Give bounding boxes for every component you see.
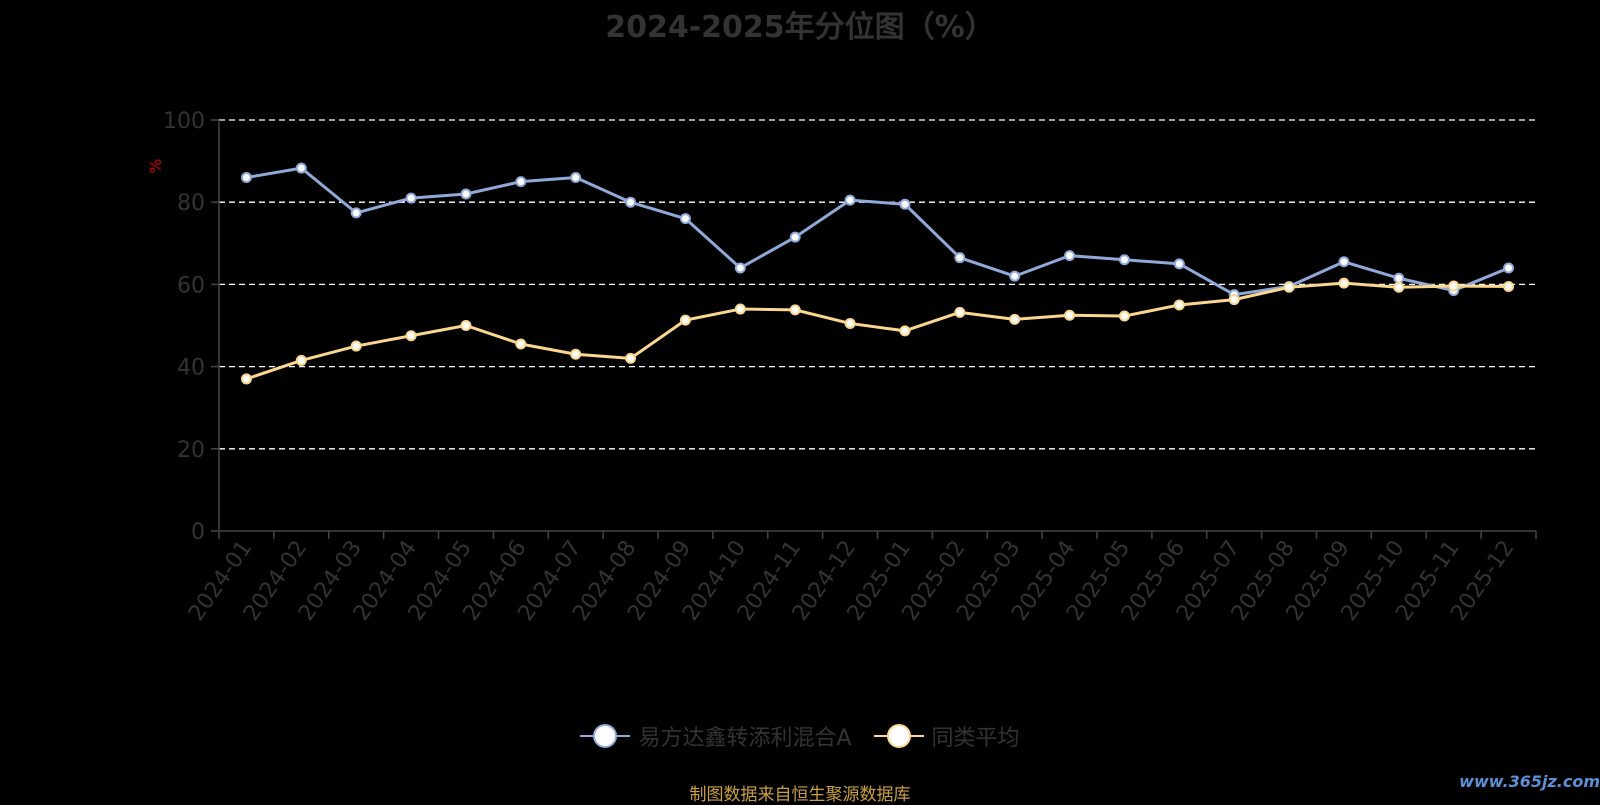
series-line-1 (245, 281, 1509, 381)
series-1-point (679, 314, 691, 326)
series-0-point (1009, 270, 1021, 282)
series-0-point (844, 194, 856, 206)
series-1-point (899, 325, 911, 337)
series-0-point (1503, 262, 1515, 274)
series-1-point (1064, 309, 1076, 321)
series-0-point (1064, 250, 1076, 262)
series-1-point (240, 373, 252, 385)
series-1-point (515, 338, 527, 350)
y-tick-label: 100 (163, 109, 205, 134)
series-0-point (240, 172, 252, 184)
series-0-point (1393, 272, 1405, 284)
series-0-point (460, 188, 472, 200)
legend-marker-category-average (873, 724, 924, 748)
y-tick-label: 0 (191, 520, 205, 545)
series-0-point (515, 176, 527, 188)
y-axis-label: % (146, 158, 165, 173)
chart-title: 2024-2025年分位图（%） (605, 10, 995, 45)
series-0-point (1338, 256, 1350, 268)
legend-item-category-average[interactable]: 同类平均 (873, 720, 1020, 752)
series-1-point (1009, 313, 1021, 325)
legend-marker-fund (580, 724, 631, 748)
y-tick-label: 60 (177, 273, 205, 298)
series-1-point (350, 340, 362, 352)
series-0-point (295, 162, 307, 174)
y-tick-label: 80 (177, 191, 205, 216)
legend-label-fund: 易方达鑫转添利混合A (638, 726, 852, 751)
series-1-point (734, 303, 746, 315)
y-tick-label: 20 (177, 438, 205, 463)
series-0-point (625, 196, 637, 208)
legend-label-category-average: 同类平均 (931, 726, 1020, 751)
series-0-point (734, 262, 746, 274)
series-1-point (460, 320, 472, 331)
series-1-point (1283, 281, 1295, 293)
series-lines (240, 162, 1515, 385)
series-1-point (1448, 280, 1460, 292)
series-1-point (954, 306, 966, 318)
series-1-point (844, 317, 856, 329)
series-0-point (899, 198, 911, 210)
series-1-point (295, 354, 307, 366)
series-0-point (1118, 254, 1130, 266)
series-line-0 (246, 166, 1510, 297)
series-1-point (1393, 281, 1405, 293)
series-0-point (954, 252, 966, 264)
series-1-point (1503, 280, 1515, 292)
series-1-point (625, 352, 637, 364)
series-0-point (789, 231, 801, 243)
series-1-point (405, 330, 417, 342)
watermark: www.365jz.com (1459, 772, 1600, 791)
series-0-point (405, 192, 417, 204)
axes: 020406080100%2024-012024-022024-032024-0… (146, 109, 1537, 626)
legend-item-fund[interactable]: 易方达鑫转添利混合A (580, 720, 852, 752)
legend: 易方达鑫转添利混合A 同类平均 (0, 720, 1600, 752)
series-1-point (570, 348, 582, 360)
series-0-point (570, 172, 582, 184)
series-0-point (350, 207, 362, 219)
series-1-point (789, 304, 801, 316)
series-0-point (679, 213, 691, 225)
y-tick-label: 40 (177, 356, 205, 381)
series-1-point (1173, 299, 1185, 311)
series-1-point (1118, 310, 1130, 322)
series-1-point (1228, 294, 1240, 306)
data-source-note: 制图数据来自恒生聚源数据库 (689, 785, 911, 805)
series-0-point (1173, 258, 1185, 270)
series-1-point (1338, 277, 1350, 289)
